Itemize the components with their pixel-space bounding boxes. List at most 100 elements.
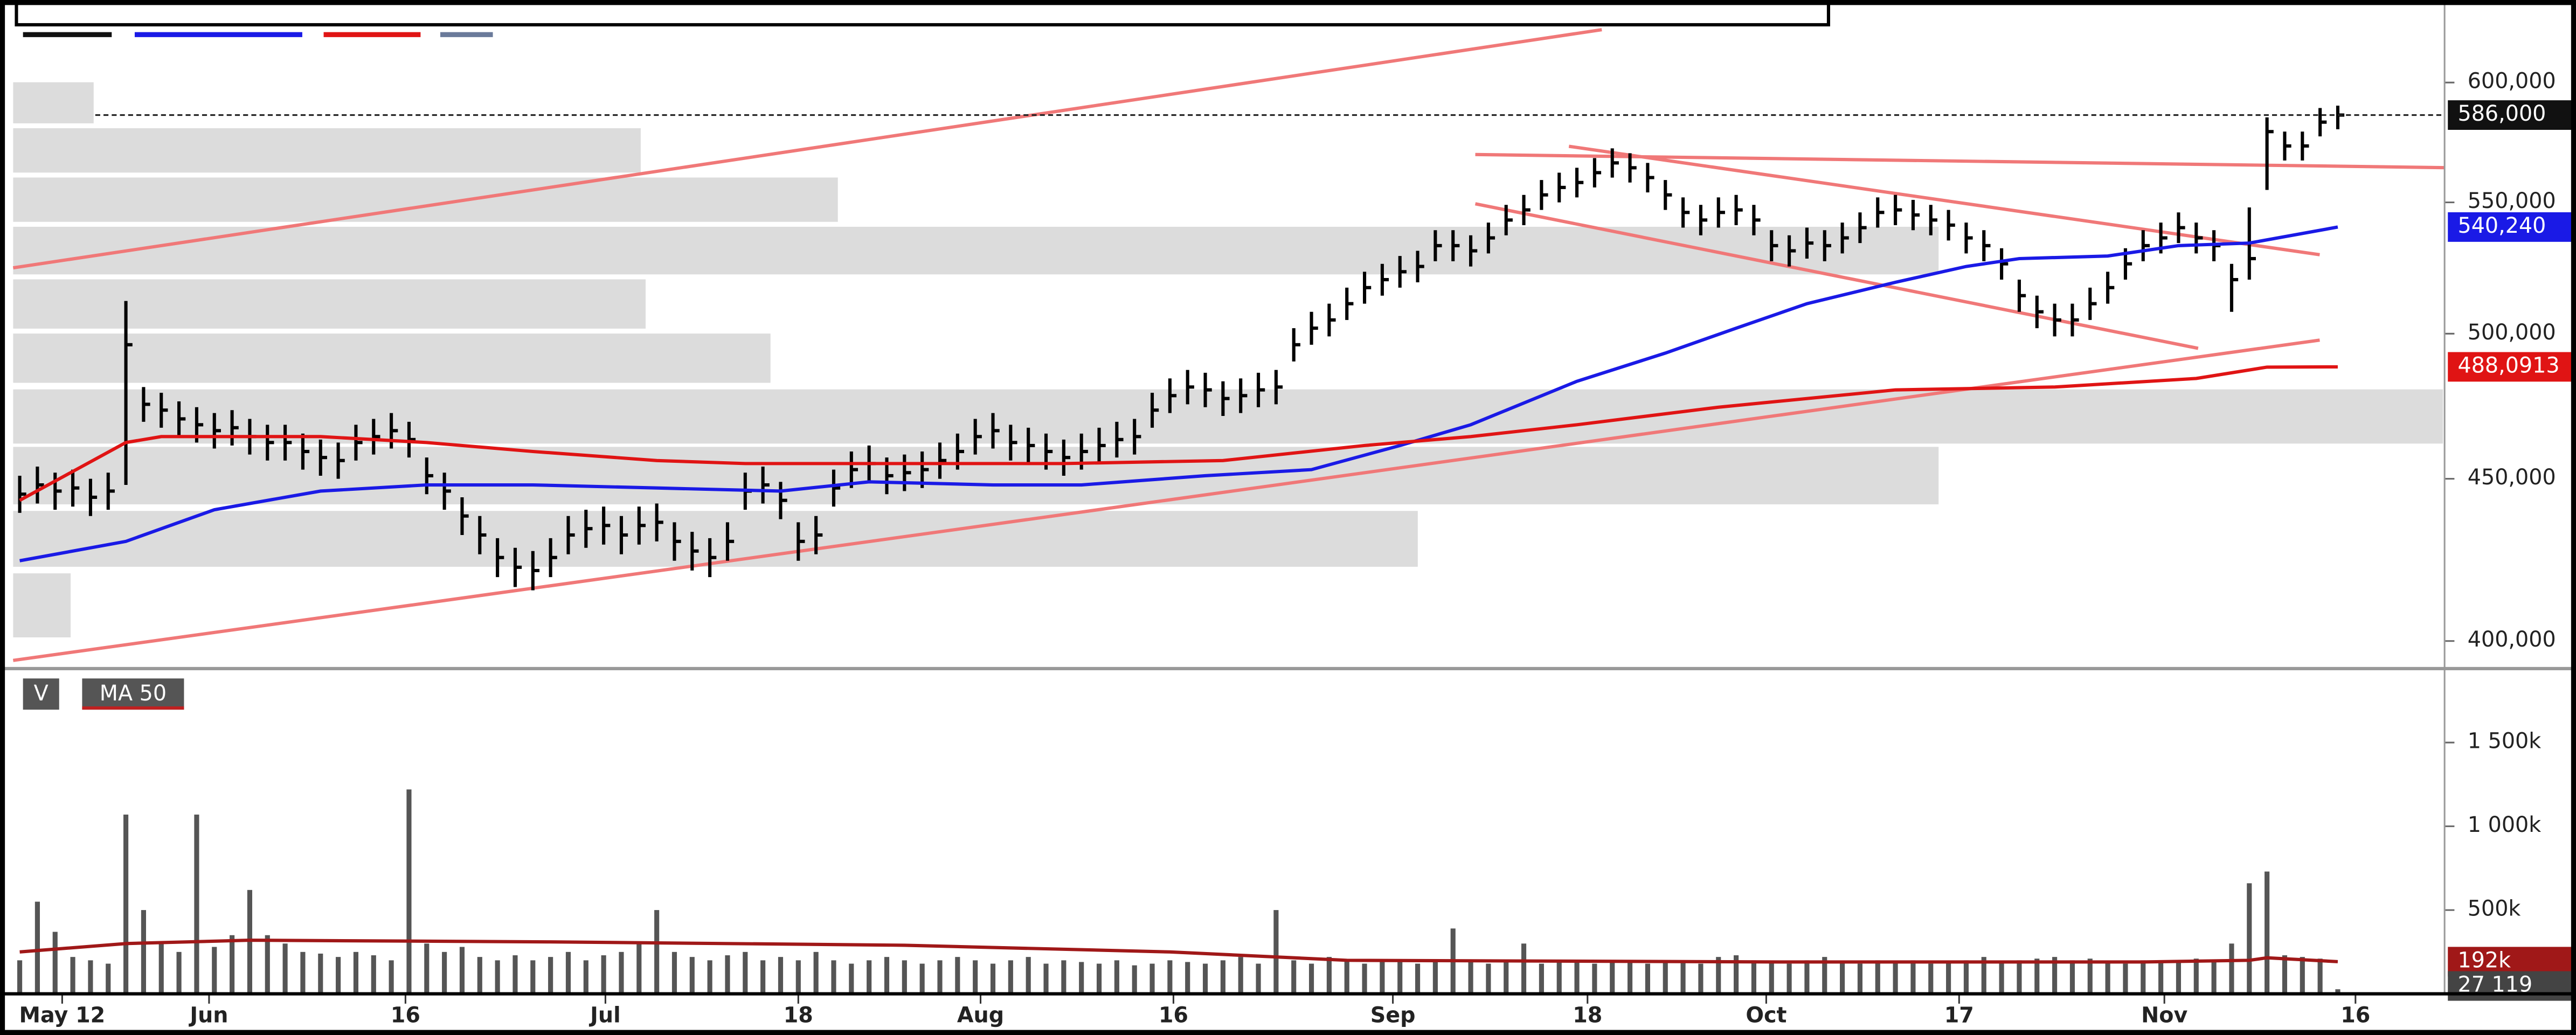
volume-bar <box>247 890 253 994</box>
volume-bar <box>1822 957 1827 994</box>
volume-bar <box>1786 963 1792 994</box>
ma-line <box>19 365 2338 502</box>
volume-bar <box>1946 962 1951 994</box>
value-badge-label: 540,240 <box>2458 213 2546 238</box>
volume-bar <box>1079 962 1084 994</box>
volume-bar <box>813 951 819 994</box>
volume-bar <box>795 960 801 994</box>
volume-bar <box>123 814 129 994</box>
volume-bar <box>1256 963 1261 994</box>
y-tick-label: 1 500k <box>2468 729 2541 754</box>
volume-bar <box>849 963 854 994</box>
volume-bar <box>654 910 660 994</box>
volume-bar <box>2105 962 2110 994</box>
x-tick-label: Oct <box>1746 1003 1786 1028</box>
volume-bar <box>902 960 907 994</box>
volume-bar <box>1716 957 1721 994</box>
volume-bar <box>1114 960 1119 994</box>
volume-bar <box>106 963 111 994</box>
y-tick-label: 500k <box>2468 897 2521 921</box>
volume-bar <box>1751 960 1756 994</box>
volume-bar <box>1627 962 1633 994</box>
volume-bar <box>530 960 536 994</box>
value-badge <box>2448 971 2576 1001</box>
volume-bar <box>318 953 323 994</box>
volume-bar <box>1556 960 1562 994</box>
volume-bar <box>583 960 588 994</box>
volume-bar <box>1910 960 1916 994</box>
volume-bar <box>1220 960 1225 994</box>
volume-bar <box>2247 883 2252 994</box>
volume-bar <box>1928 963 1934 994</box>
profile-bar <box>13 177 838 222</box>
profile-bar <box>13 279 646 329</box>
volume-bar <box>1273 910 1279 994</box>
volume-bar <box>955 957 960 994</box>
volume-bar <box>495 960 500 994</box>
volume-bar <box>1680 962 1686 994</box>
value-badge-label: 192k <box>2458 948 2511 973</box>
x-tick-label: Aug <box>957 1003 1004 1028</box>
volume-bar <box>707 960 712 994</box>
volume-bar <box>778 957 784 994</box>
volume-bar <box>513 955 518 994</box>
volume-bar <box>1804 960 1810 994</box>
volume-bar <box>2335 989 2340 994</box>
volume-bar <box>2052 957 2058 994</box>
volume-bar <box>1362 963 1367 994</box>
volume-bar <box>2229 943 2234 994</box>
volume-bar <box>424 943 430 994</box>
volume-bar <box>52 932 58 994</box>
volume-bar <box>1999 962 2004 994</box>
volume-bar <box>1840 962 1845 994</box>
volume-bar <box>919 963 925 994</box>
panel-label: V <box>34 681 49 706</box>
y-tick-label: 1 000k <box>2468 812 2541 837</box>
volume-bar <box>176 951 182 994</box>
volume-bar <box>459 947 465 994</box>
volume-bar <box>1132 965 1137 994</box>
x-tick-label: 18 <box>784 1003 813 1028</box>
volume-bar <box>636 943 642 994</box>
legend-box <box>82 678 184 710</box>
y-tick-label: 500,000 <box>2468 320 2556 345</box>
volume-bar <box>2282 955 2288 994</box>
y-tick-label: 550,000 <box>2468 189 2556 213</box>
volume-bar <box>1026 957 1031 994</box>
volume-bar <box>1238 957 1243 994</box>
value-badge <box>2448 100 2576 130</box>
value-badge-label: 488,0913 <box>2458 353 2560 378</box>
volume-bar <box>1308 963 1314 994</box>
volume-bar <box>300 951 306 994</box>
volume-bar <box>884 957 890 994</box>
y-tick-label: 400,000 <box>2468 627 2556 652</box>
x-tick-label: 18 <box>1573 1003 1602 1028</box>
volume-bar <box>1008 960 1013 994</box>
x-tick-label: Jul <box>588 1003 621 1028</box>
profile-bar <box>13 447 1939 505</box>
volume-bar <box>1096 963 1102 994</box>
volume-bar <box>1698 963 1704 994</box>
volume-bar <box>282 943 288 994</box>
trend-line <box>1474 202 2199 350</box>
volume-bar <box>1539 963 1544 994</box>
volume-bar <box>1592 963 1597 994</box>
profile-bar <box>13 226 1939 275</box>
volume-bar <box>831 960 836 994</box>
volume-bar <box>743 951 748 994</box>
volume-bar <box>2087 958 2093 994</box>
volume-bar <box>70 957 75 994</box>
volume-bar <box>1185 962 1190 994</box>
volume-bar <box>212 947 217 994</box>
volume-bar <box>88 960 93 994</box>
value-badge-label: 586,000 <box>2458 101 2546 126</box>
volume-bar <box>2211 960 2217 994</box>
volume-bar <box>1574 962 1580 994</box>
trend-line <box>12 338 2320 662</box>
plot: 400,000 450,000 500,000 550,000 600,000 500k 1… <box>17 69 2576 1028</box>
x-tick-label: Nov <box>2141 1003 2187 1028</box>
volume-bar <box>2176 960 2182 994</box>
profile-bar <box>13 82 94 123</box>
volume-bar <box>2193 958 2199 994</box>
